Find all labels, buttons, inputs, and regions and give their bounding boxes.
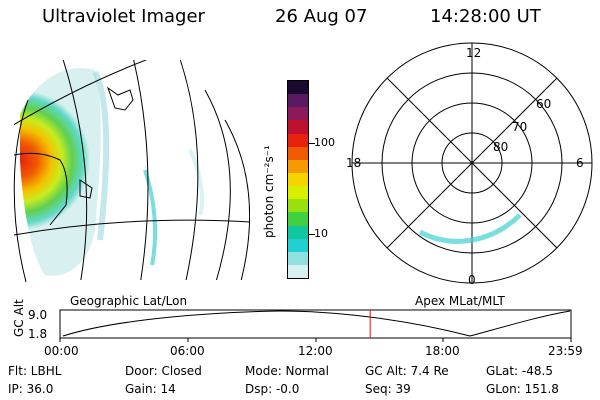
status-door: Door: Closed — [125, 364, 202, 378]
colorbar-segment — [288, 212, 308, 226]
xtick-1800: 18:00 — [425, 344, 460, 358]
altitude-ymax: 9.0 — [28, 308, 48, 322]
status-dsp: Dsp: -0.0 — [245, 382, 300, 396]
colorbar-segment — [288, 159, 308, 173]
colorbar-segment — [288, 107, 308, 121]
lat-label-80: 80 — [493, 140, 509, 154]
colorbar-segment — [288, 133, 308, 147]
colorbar-label-10: 10 — [314, 227, 328, 240]
xtick-0600: 06:00 — [170, 344, 205, 358]
status-glon: GLon: 151.8 — [486, 382, 559, 396]
altitude-ymin: 1.8 — [28, 327, 48, 341]
aurora-emission — [20, 68, 101, 276]
colorbar-label-100: 100 — [314, 136, 335, 149]
lat-label-70: 70 — [512, 120, 528, 134]
xtick-0000: 00:00 — [44, 344, 79, 358]
colorbar-segment — [288, 238, 308, 252]
time-label: 14:28:00 UT — [430, 6, 541, 27]
lat-label-60: 60 — [536, 97, 552, 111]
altitude-curve — [62, 310, 571, 337]
colorbar-segment — [288, 225, 308, 239]
xtick-2359: 23:59 — [548, 344, 583, 358]
colorbar-segment — [288, 94, 308, 108]
geographic-caption: Geographic Lat/Lon — [70, 294, 188, 308]
status-gain: Gain: 14 — [125, 382, 176, 396]
mlt-label-0: 0 — [468, 273, 476, 287]
app-title: Ultraviolet Imager — [42, 6, 205, 27]
colorbar-segment — [288, 172, 308, 187]
apex-caption: Apex MLat/MLT — [415, 294, 505, 308]
altitude-frame — [59, 309, 572, 339]
xtick-1200: 12:00 — [298, 344, 333, 358]
colorbar — [287, 80, 309, 279]
status-seq: Seq: 39 — [365, 382, 411, 396]
mlt-label-6: 6 — [576, 156, 584, 170]
colorbar-segment — [288, 199, 308, 213]
status-ip: IP: 36.0 — [8, 382, 54, 396]
colorbar-segment — [288, 81, 308, 95]
mlt-label-18: 18 — [346, 156, 362, 170]
mlt-label-12: 12 — [466, 46, 482, 60]
colorbar-tick-100 — [309, 143, 315, 144]
status-glat: GLat: -48.5 — [486, 364, 553, 378]
status-mode: Mode: Normal — [245, 364, 329, 378]
colorbar-tick-10 — [309, 234, 315, 235]
status-flt: Flt: LBHL — [8, 364, 62, 378]
colorbar-segment — [288, 264, 308, 279]
colorbar-segment — [288, 251, 308, 265]
colorbar-segment — [288, 120, 308, 134]
status-gcalt: GC Alt: 7.4 Re — [365, 364, 449, 378]
colorbar-segment — [288, 146, 308, 160]
date-label: 26 Aug 07 — [275, 6, 368, 27]
colorbar-segment — [288, 186, 308, 200]
